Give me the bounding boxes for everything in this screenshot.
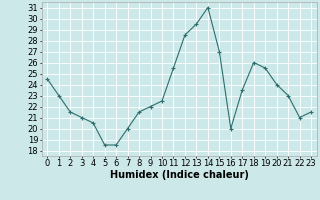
X-axis label: Humidex (Indice chaleur): Humidex (Indice chaleur) xyxy=(110,170,249,180)
